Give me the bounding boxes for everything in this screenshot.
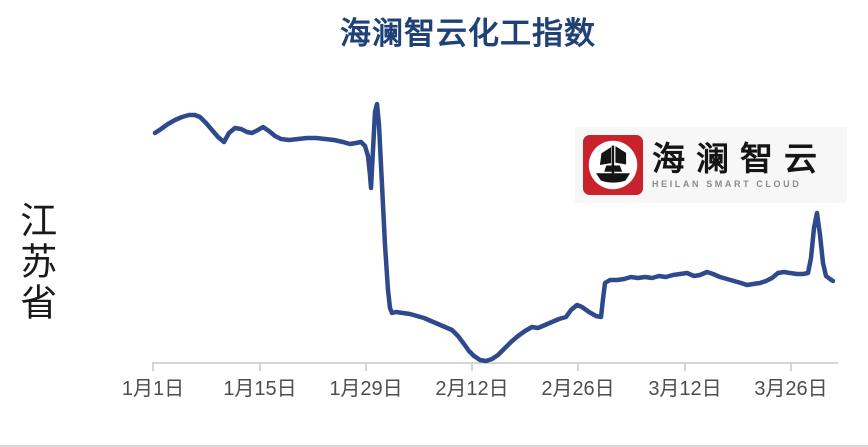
x-tick-label: 2月26日 [541, 378, 614, 400]
heilan-logo-name-en: HEILAN SMART CLOUD [652, 179, 802, 190]
x-tick-label: 3月26日 [754, 378, 827, 400]
bottom-divider [0, 445, 868, 447]
heilan-logo-text: 海澜智云 HEILAN SMART CLOUD [652, 139, 828, 190]
index-line-series [152, 101, 836, 364]
heilan-logo-name-cn: 海澜智云 [652, 139, 828, 177]
x-tick-label: 1月29日 [329, 378, 402, 400]
x-tick-label: 1月1日 [122, 378, 184, 400]
x-tick-label: 2月12日 [435, 378, 508, 400]
province-label: 江苏省 [14, 201, 56, 324]
chart-svg: 1月1日 1月15日 1月29日 2月12日 2月26日 3月12日 3月26日 [122, 101, 838, 400]
x-tick-label: 1月15日 [223, 378, 296, 400]
heilan-logo: 海澜智云 HEILAN SMART CLOUD [575, 127, 847, 203]
x-tick-label: 3月12日 [648, 378, 721, 400]
chart-title: 海澜智云化工指数 [340, 16, 596, 51]
sailing-ship-icon [582, 134, 644, 196]
